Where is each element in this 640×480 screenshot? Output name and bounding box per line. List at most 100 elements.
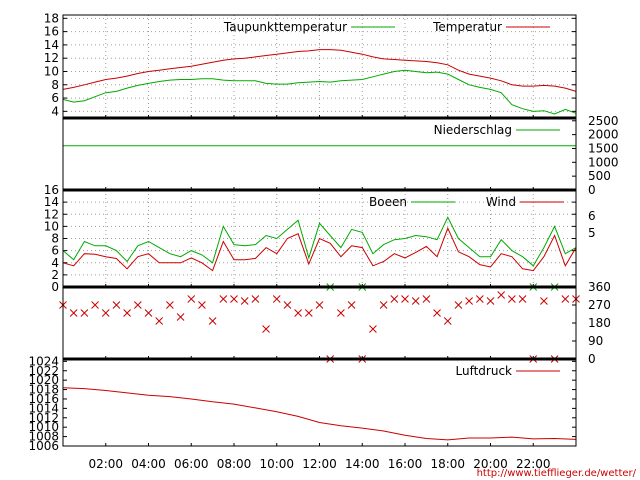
ytick-label-pressure-5: 1016 — [28, 392, 59, 406]
direction-mark-0-41 — [497, 291, 506, 299]
ytick-label-precipitation-4: 2000 — [588, 128, 619, 142]
direction-mark-0-38 — [465, 297, 473, 305]
direction-mark-0-9 — [155, 317, 164, 325]
ytick-label-wind-5: 10 — [44, 219, 59, 233]
direction-mark-0-30 — [379, 301, 388, 309]
ytick-label-wind-0: 0 — [51, 280, 59, 294]
direction-mark-0-24 — [315, 301, 324, 309]
ytick-label-wind-6: 12 — [44, 207, 59, 221]
direction-mark-0-1 — [69, 309, 78, 317]
ytick-label-wind-2: 4 — [51, 256, 59, 270]
direction-mark-0-33 — [411, 297, 420, 305]
direction-mark-0-2 — [80, 309, 89, 317]
direction-mark-0-32 — [401, 295, 409, 303]
ytick-label-wind-direction-1: 90 — [588, 334, 603, 348]
ytick-label-pressure-3: 1012 — [28, 411, 59, 425]
ytick-label-pressure-0: 1006 — [28, 439, 59, 453]
ytick-label-wind-7: 14 — [44, 195, 59, 209]
direction-mark-0-21 — [283, 301, 292, 309]
ytick-label-pressure-4: 1014 — [28, 401, 59, 415]
direction-mark-0-7 — [133, 301, 142, 309]
direction-mark-0-6 — [123, 309, 131, 317]
direction-mark-0-14 — [208, 317, 217, 325]
x-tick-label-4: 10:00 — [259, 457, 294, 471]
wind-right-label-0: 6 — [588, 209, 596, 223]
direction-mark-0-27 — [347, 301, 356, 309]
direction-mark-0-17 — [240, 297, 249, 305]
ytick-label-precipitation-0: 0 — [588, 183, 596, 197]
direction-mark-0-39 — [475, 295, 484, 303]
ytick-label-precipitation-3: 1500 — [588, 141, 619, 155]
x-tick-label-2: 06:00 — [174, 457, 209, 471]
x-tick-label-6: 14:00 — [345, 457, 380, 471]
legend-label-pressure-0: Luftdruck — [455, 364, 512, 378]
wind-right-label-1: 5 — [588, 226, 596, 240]
ytick-label-precipitation-2: 1000 — [588, 155, 619, 169]
direction-mark-0-29 — [369, 325, 377, 333]
series-line-pressure-0 — [62, 387, 577, 441]
ytick-label-temperature-6: 16 — [44, 25, 59, 39]
ytick-label-wind-direction-2: 180 — [588, 316, 611, 330]
direction-mark-0-23 — [304, 309, 313, 317]
ytick-label-pressure-8: 1022 — [28, 364, 59, 378]
chart-frame — [62, 14, 577, 447]
ytick-label-precipitation-1: 500 — [588, 169, 611, 183]
direction-mark-0-43 — [518, 295, 527, 303]
direction-mark-0-31 — [390, 295, 399, 303]
ytick-label-temperature-1: 6 — [51, 91, 59, 105]
ytick-label-temperature-3: 10 — [44, 64, 59, 78]
series-line-temperature-0 — [62, 49, 577, 92]
x-tick-label-5: 12:00 — [302, 457, 337, 471]
direction-mark-0-26 — [337, 309, 345, 317]
series-line-temperature-1 — [62, 69, 577, 115]
ytick-label-temperature-4: 12 — [44, 51, 59, 65]
legend-label-wind-0: Wind — [486, 195, 516, 209]
direction-mark-0-45 — [540, 297, 548, 305]
series-line-wind-0 — [62, 226, 577, 272]
x-axis-labels: 02:00 04:00 06:00 08:00 10:00 12:00 14:00 16:00… — [88, 457, 550, 471]
legend-label-temperature-1: Taupunkttemperatur — [223, 20, 347, 34]
x-tick-label-1: 04:00 — [131, 457, 166, 471]
direction-mark-0-19 — [262, 325, 270, 333]
ytick-label-wind-4: 8 — [51, 232, 59, 246]
legend-label-temperature-0: Temperatur — [432, 20, 502, 34]
x-tick-label-0: 02:00 — [88, 457, 123, 471]
direction-mark-0-10 — [166, 301, 174, 309]
ytick-label-pressure-2: 1010 — [28, 420, 59, 434]
ytick-label-temperature-5: 14 — [44, 38, 59, 52]
direction-mark-0-13 — [198, 301, 206, 309]
chart-panels: 4681012141618TemperaturTaupunkttemperatu… — [28, 11, 618, 471]
direction-mark-0-4 — [101, 309, 110, 317]
ytick-label-temperature-7: 18 — [44, 11, 59, 25]
ytick-label-pressure-1: 1008 — [28, 430, 59, 444]
direction-mark-0-34 — [422, 295, 431, 303]
ytick-label-precipitation-5: 2500 — [588, 114, 619, 128]
panel-wind-direction: 0 90 180 270 360 — [59, 280, 611, 366]
direction-mark-0-8 — [144, 309, 153, 317]
source-url: http://www.tiefflieger.de/wetter/ — [477, 468, 637, 479]
ytick-label-pressure-9: 1024 — [28, 354, 59, 368]
ytick-label-wind-direction-0: 0 — [588, 352, 596, 366]
ytick-label-wind-direction-4: 360 — [588, 280, 611, 294]
ytick-label-temperature-2: 8 — [51, 78, 59, 92]
direction-mark-0-3 — [91, 301, 99, 309]
direction-mark-0-35 — [433, 309, 441, 317]
series-line-wind-1 — [62, 216, 577, 267]
direction-mark-0-36 — [443, 317, 452, 325]
plot-border — [62, 14, 577, 447]
legend-label-wind-1: Boeen — [369, 195, 407, 209]
direction-mark-0-37 — [454, 301, 463, 309]
ytick-label-temperature-0: 4 — [51, 104, 59, 118]
x-tick-label-10: 22:00 — [516, 457, 551, 471]
legend-label-precipitation-0: Niederschlag — [434, 123, 512, 137]
ytick-label-wind-8: 16 — [44, 183, 59, 197]
panel-pressure: 1006100810101012101410161018102010221024… — [28, 354, 577, 453]
ytick-label-wind-1: 2 — [51, 268, 59, 282]
direction-mark-0-18 — [251, 295, 260, 303]
direction-mark-0-40 — [486, 297, 495, 305]
direction-mark-0-47 — [561, 295, 570, 303]
direction-mark-0-12 — [187, 295, 196, 303]
